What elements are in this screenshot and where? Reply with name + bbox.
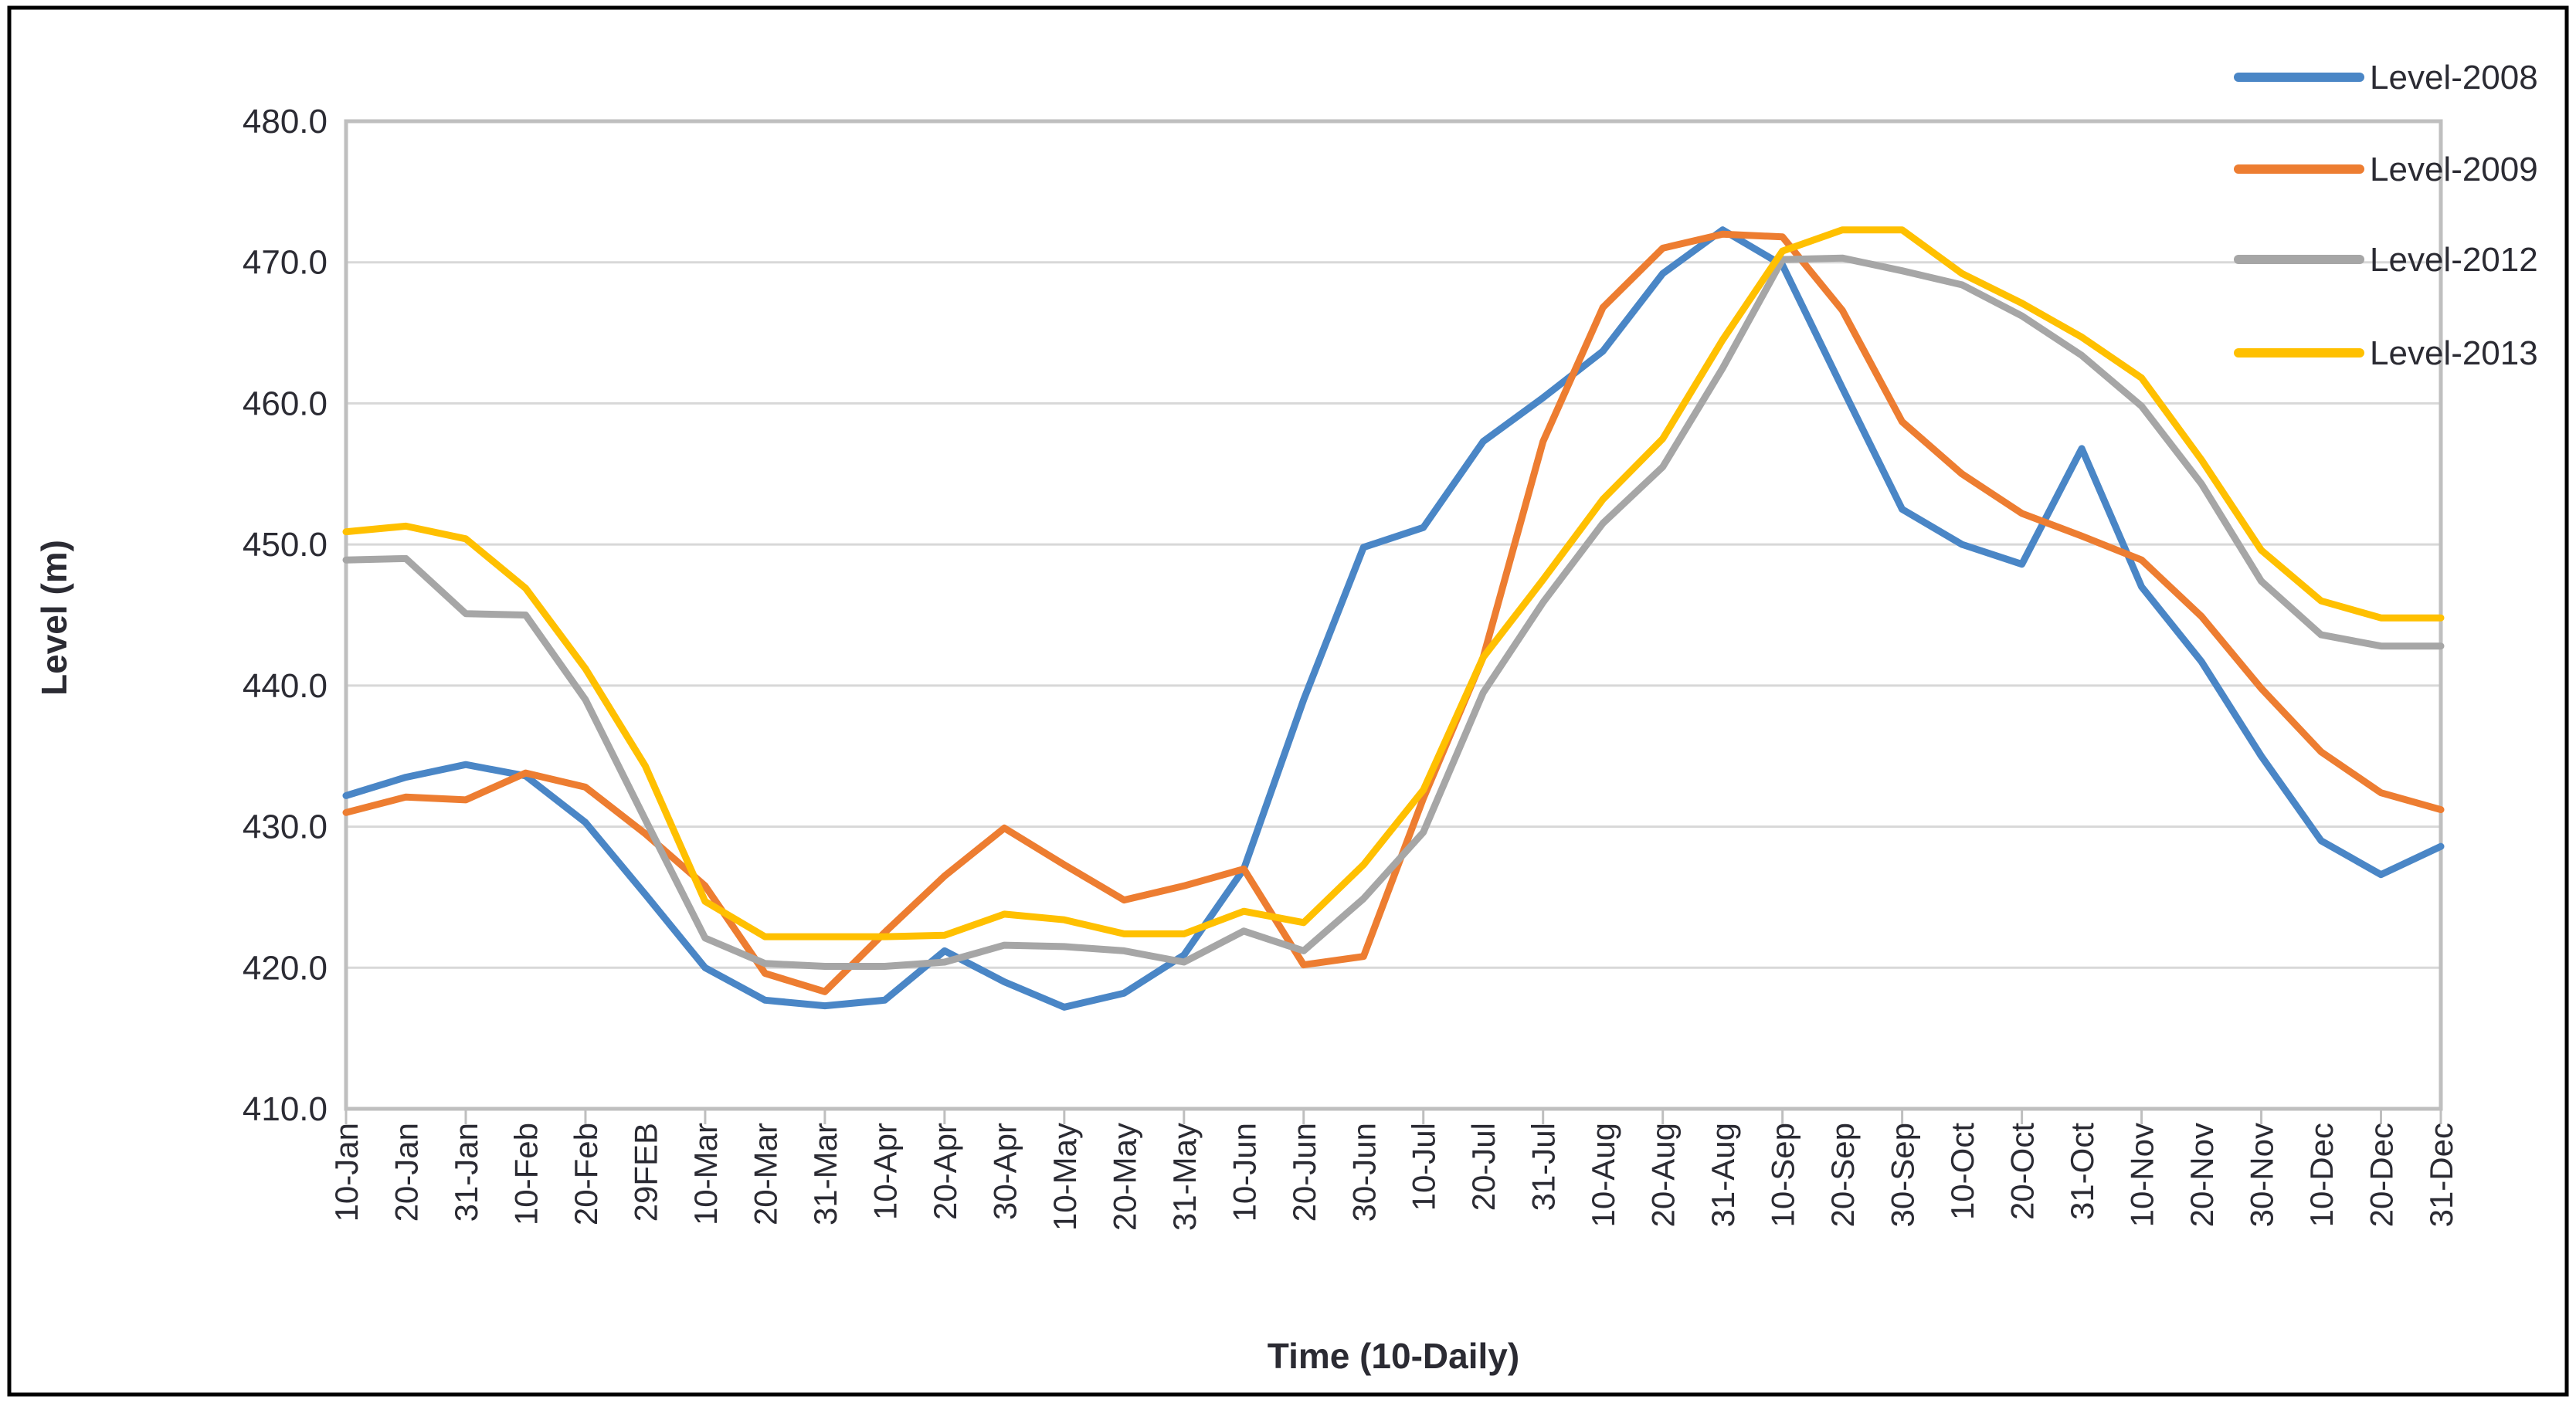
x-tick-label: 30-Sep [1885,1123,1921,1227]
x-tick-label: 31-May [1166,1123,1203,1231]
x-tick-label: 20-Aug [1645,1123,1682,1227]
legend: Level-2008 Level-2009 Level-2012 Level-2… [2234,59,2538,372]
y-tick-label: 440.0 [243,667,328,705]
x-tick-label: 31-Jul [1526,1123,1562,1211]
x-tick-label: 10-Jan [328,1123,365,1222]
x-axis-labels: 10-Jan 20-Jan 31-Jan 10-Feb 20-Feb 29FEB 10-Ma… [328,1123,2459,1231]
x-axis-title: Time (10-Daily) [1268,1336,1519,1376]
x-tick-label: 10-Feb [507,1123,544,1225]
x-tick-label: 10-Jul [1406,1123,1442,1211]
y-tick-label: 410.0 [243,1090,328,1128]
x-tick-label: 10-Mar [687,1123,724,1225]
x-tick-label: 29FEB [627,1123,664,1222]
y-tick-label: 420.0 [243,949,328,987]
x-tick-label: 20-Feb [568,1123,604,1225]
x-tick-label: 20-Nov [2184,1123,2220,1227]
x-tick-label: 31-Mar [807,1123,843,1225]
x-tick-label: 30-Jun [1346,1123,1382,1222]
legend-label: Level-2012 [2370,241,2538,279]
series-line-level-2008 [342,226,2445,1011]
y-axis-title: Level (m) [34,540,74,696]
y-tick-label: 430.0 [243,808,328,846]
legend-label: Level-2008 [2370,59,2538,97]
x-axis-ticks [344,1109,2442,1124]
x-tick-label: 20-Dec [2364,1123,2400,1227]
x-tick-label: 20-Oct [2004,1123,2041,1220]
legend-entry-2009: Level-2009 [2234,151,2538,188]
x-tick-label: 31-Aug [1705,1123,1741,1227]
y-axis-labels: 480.0 470.0 460.0 450.0 440.0 430.0 420.0 410.0 [243,103,328,1128]
legend-label: Level-2013 [2370,334,2538,372]
legend-entry-2008: Level-2008 [2234,59,2538,97]
series-lines [342,226,2445,1011]
x-tick-label: 30-Nov [2244,1123,2280,1227]
x-tick-label: 20-Mar [747,1123,783,1225]
x-tick-label: 10-Apr [867,1123,903,1220]
x-tick-label: 10-Dec [2303,1123,2340,1227]
x-tick-label: 20-Jun [1286,1123,1322,1222]
x-tick-label: 30-Apr [986,1123,1023,1220]
x-tick-label: 20-Sep [1824,1123,1861,1227]
x-tick-label: 10-Nov [2124,1123,2160,1227]
legend-label: Level-2009 [2370,151,2538,188]
x-tick-label: 20-May [1106,1123,1142,1231]
series-line-level-2012 [342,254,2445,970]
y-tick-label: 470.0 [243,244,328,282]
figure-frame [7,5,2569,1397]
x-tick-label: 20-Jul [1465,1123,1502,1211]
x-tick-label: 10-Aug [1585,1123,1621,1227]
y-tick-label: 460.0 [243,385,328,422]
x-tick-label: 10-Sep [1765,1123,1801,1227]
x-tick-label: 10-Oct [1944,1123,1980,1220]
x-tick-label: 31-Oct [2064,1123,2100,1220]
x-tick-label: 31-Dec [2423,1123,2459,1227]
x-tick-label: 20-Jan [388,1123,424,1222]
x-tick-label: 31-Jan [448,1123,484,1222]
x-tick-label: 10-Jun [1226,1123,1262,1222]
legend-entry-2012: Level-2012 [2234,241,2538,279]
x-tick-label: 10-May [1047,1123,1083,1231]
x-tick-label: 20-Apr [927,1123,963,1220]
legend-entry-2013: Level-2013 [2234,334,2538,372]
y-tick-label: 450.0 [243,526,328,564]
y-tick-label: 480.0 [243,103,328,141]
series-line-level-2013 [342,226,2445,940]
